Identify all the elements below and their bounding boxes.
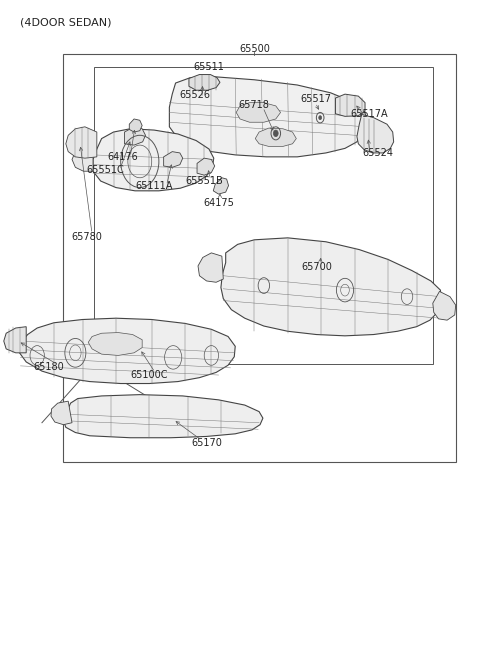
Text: 65500: 65500 xyxy=(239,44,270,54)
Polygon shape xyxy=(164,152,183,167)
Polygon shape xyxy=(198,253,223,282)
Polygon shape xyxy=(129,119,142,132)
Polygon shape xyxy=(72,146,93,171)
Text: 65111A: 65111A xyxy=(135,180,173,191)
Circle shape xyxy=(319,115,322,119)
Text: 64176: 64176 xyxy=(108,152,138,162)
Text: (4DOOR SEDAN): (4DOOR SEDAN) xyxy=(21,18,112,28)
Polygon shape xyxy=(357,114,394,153)
Polygon shape xyxy=(4,327,26,353)
Polygon shape xyxy=(20,318,235,384)
Polygon shape xyxy=(63,395,263,438)
Polygon shape xyxy=(88,333,142,356)
Polygon shape xyxy=(51,401,72,424)
Polygon shape xyxy=(189,75,220,91)
Text: 65170: 65170 xyxy=(191,438,222,448)
Text: 65517A: 65517A xyxy=(350,109,388,119)
Text: 65526: 65526 xyxy=(179,91,210,100)
Text: 65551B: 65551B xyxy=(185,176,223,186)
Text: 65551C: 65551C xyxy=(86,165,124,175)
Polygon shape xyxy=(213,178,228,194)
Text: 65100C: 65100C xyxy=(131,370,168,380)
Text: 65700: 65700 xyxy=(301,262,332,272)
Polygon shape xyxy=(236,102,281,122)
Circle shape xyxy=(274,130,278,136)
Polygon shape xyxy=(66,127,97,158)
Polygon shape xyxy=(197,158,215,175)
Text: 64175: 64175 xyxy=(204,197,234,207)
Polygon shape xyxy=(93,129,214,191)
Text: 65511: 65511 xyxy=(193,62,225,72)
Polygon shape xyxy=(433,291,456,320)
Polygon shape xyxy=(336,94,365,116)
Polygon shape xyxy=(255,128,296,146)
Polygon shape xyxy=(221,238,442,336)
Polygon shape xyxy=(124,127,145,145)
Text: 65180: 65180 xyxy=(34,362,64,372)
Polygon shape xyxy=(169,77,366,157)
Text: 65780: 65780 xyxy=(72,232,103,241)
Text: 65524: 65524 xyxy=(362,148,393,158)
Text: 65517: 65517 xyxy=(300,94,331,104)
Text: 65718: 65718 xyxy=(238,100,269,110)
